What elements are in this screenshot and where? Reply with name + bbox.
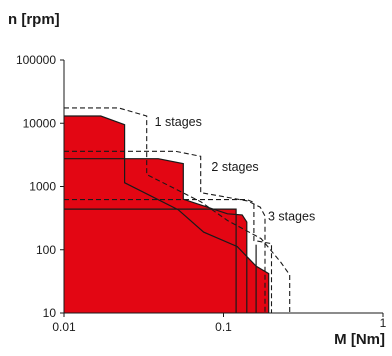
annotation-group: 1 stages 2 stages 3 stages — [155, 115, 316, 223]
y-tick-label-0: 10 — [43, 306, 57, 320]
x-tick-label-0: 0.01 — [52, 320, 76, 334]
series-lines-group — [64, 107, 291, 313]
x-axis-title: M [Nm] — [334, 331, 385, 348]
tick-group: 10 100 1000 10000 100000 0.01 0.1 1 — [16, 53, 387, 334]
annotation-2: 3 stages — [268, 210, 315, 224]
y-tick-label-4: 100000 — [16, 53, 56, 67]
y-tick-label-1: 100 — [36, 243, 56, 257]
series-4-line — [64, 107, 291, 313]
series-filled-group — [64, 116, 269, 313]
series-2-area — [64, 209, 237, 313]
x-tick-label-2: 1 — [380, 316, 387, 330]
y-axis-title: n [rpm] — [8, 11, 60, 28]
series-1-line — [64, 158, 248, 313]
annotation-1: 2 stages — [211, 160, 258, 174]
series-0-line — [64, 115, 270, 313]
y-tick-label-3: 10000 — [23, 116, 57, 130]
annotation-0: 1 stages — [155, 115, 202, 129]
series-2-line — [64, 208, 237, 313]
x-tick-label-1: 0.1 — [215, 320, 232, 334]
series-5-line — [64, 150, 266, 313]
y-tick-label-2: 1000 — [29, 180, 56, 194]
